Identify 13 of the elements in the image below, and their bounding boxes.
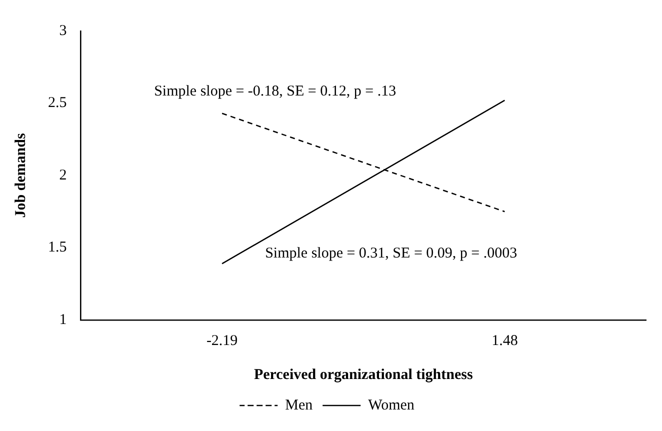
x-tick-label: 1.48 (492, 332, 518, 349)
x-tick-label: -2.19 (206, 332, 238, 349)
annotation: Simple slope = 0.31, SE = 0.09, p = .0003 (265, 246, 518, 262)
x-axis-title: Perceived organizational tightness (254, 366, 473, 383)
annotation: Simple slope = -0.18, SE = 0.12, p = .13 (154, 83, 396, 100)
legend-label: Men (285, 397, 314, 414)
legend-label: Women (368, 397, 415, 414)
y-tick-label: 1 (59, 312, 67, 328)
y-tick-label: 3 (59, 22, 67, 39)
y-tick-label: 2 (59, 167, 67, 184)
y-tick-label: 1.5 (48, 240, 67, 256)
y-tick-label: 2.5 (48, 95, 67, 112)
y-axis-title: Job demands (12, 133, 29, 218)
